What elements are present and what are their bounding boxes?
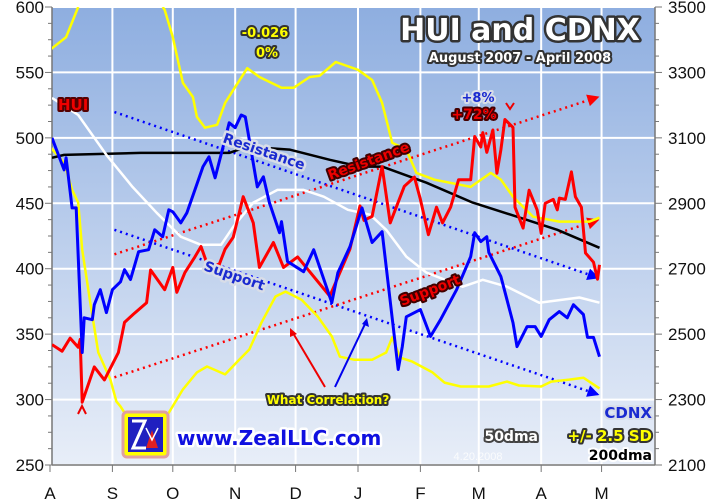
- y-left-tick-label: 550: [16, 63, 44, 82]
- cdnx-gain: +8%: [462, 91, 495, 106]
- correlation-percent: 0%: [256, 46, 278, 61]
- date-stamp: 4.20.2008: [454, 451, 503, 463]
- trendline-arrowhead: [586, 94, 600, 107]
- hui-label: HUI: [58, 96, 88, 114]
- y-right-tick-label: 3500: [668, 0, 706, 17]
- y-left-tick-label: 400: [16, 260, 44, 279]
- y-right-tick-label: 2100: [668, 456, 706, 475]
- trendline-resistance: [114, 110, 598, 279]
- series-lines: [52, 7, 601, 434]
- series-2-5-sd: [52, 7, 600, 223]
- x-tick-label: D: [289, 484, 301, 503]
- y-left-tick-label: 450: [16, 194, 44, 213]
- x-tick-label: N: [229, 484, 241, 503]
- legend-200dma: 200dma: [589, 448, 652, 464]
- series-cdnx: [52, 113, 601, 371]
- y-left-tick-label: 250: [16, 456, 44, 475]
- y-right-tick-label: 3100: [668, 129, 706, 148]
- x-tick-label: M: [594, 484, 608, 503]
- y-left-tick-label: 500: [16, 129, 44, 148]
- x-tick-label: A: [536, 484, 548, 503]
- y-left-tick-label: 300: [16, 391, 44, 410]
- legend-sd-bands: +/- 2.5 SD: [567, 427, 652, 445]
- x-tick-label: A: [44, 484, 56, 503]
- series-2-5-sd: [52, 147, 601, 434]
- y-left-tick-label: 600: [16, 0, 44, 17]
- what-correlation-label: What Correlation?: [267, 393, 390, 407]
- series-200dma: [52, 145, 600, 249]
- x-tick-label: O: [166, 484, 179, 503]
- chart-subtitle: August 2007 - April 2008: [429, 51, 611, 66]
- hui-gain: +72%: [451, 107, 496, 123]
- trendline-support: [114, 219, 598, 379]
- x-tick-label: M: [472, 484, 486, 503]
- y-right-tick-label: 2500: [668, 325, 706, 344]
- series-50dma: [52, 96, 600, 304]
- y-right-tick-label: 2700: [668, 260, 706, 279]
- correlation-value: -0.026: [242, 26, 289, 41]
- x-tick-label: J: [354, 484, 363, 503]
- legend-cdnx: CDNX: [604, 404, 652, 422]
- peak-markers: [77, 102, 515, 415]
- trendline-resistance: [114, 96, 598, 256]
- y-right-tick-label: 3300: [668, 63, 706, 82]
- zeal-logo: [121, 410, 170, 459]
- axes: 250 300 350 400 450 500 550 600 2100 2300 2500 2700…: [16, 0, 706, 503]
- y-right-tick-label: 2300: [668, 391, 706, 410]
- website-link[interactable]: www.ZealLLC.com: [175, 424, 384, 453]
- x-tick-label: F: [415, 484, 425, 503]
- y-right-tick-label: 2900: [668, 194, 706, 213]
- y-left-tick-label: 350: [16, 325, 44, 344]
- trendline-arrowhead: [586, 385, 600, 397]
- series-hui: [52, 118, 601, 404]
- what-correlation-arrows: [290, 318, 369, 388]
- chart-title: HUI and CDNX: [400, 13, 640, 48]
- x-tick-label: S: [107, 484, 118, 503]
- legend-50dma: 50dma: [484, 429, 538, 445]
